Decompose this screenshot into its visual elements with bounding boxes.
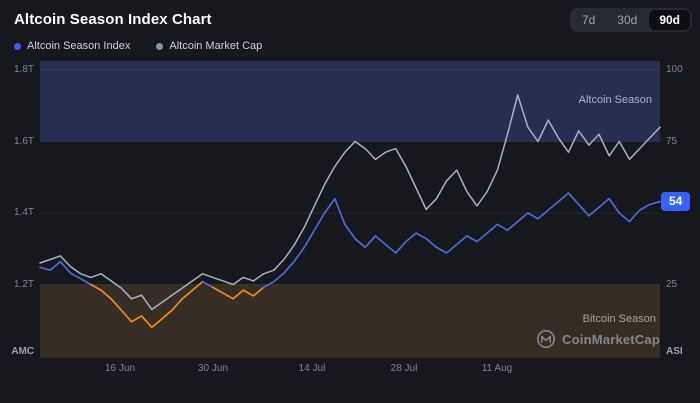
range-button-30d[interactable]: 30d xyxy=(607,10,647,30)
legend-item-altcoin-season-index[interactable]: Altcoin Season Index xyxy=(14,40,130,52)
coinmarketcap-logo-icon xyxy=(536,329,556,349)
range-button-90d[interactable]: 90d xyxy=(649,10,690,30)
legend-item-altcoin-market-cap[interactable]: Altcoin Market Cap xyxy=(156,40,262,52)
band-label-altcoin-season: Altcoin Season xyxy=(578,94,652,106)
y-axis-left-tick: 1.8T xyxy=(13,64,34,75)
x-axis-tick: 28 Jul xyxy=(390,363,418,374)
y-axis-right-tick: 75 xyxy=(666,136,678,147)
x-axis-tick: 11 Aug xyxy=(481,363,513,374)
legend-dot-icon xyxy=(156,42,164,50)
page-title: Altcoin Season Index Chart xyxy=(14,11,212,28)
y-axis-right-name: ASI xyxy=(666,346,683,357)
x-axis-tick: 14 Jul xyxy=(298,363,326,374)
watermark: CoinMarketCap xyxy=(536,329,660,349)
y-axis-right-tick: 100 xyxy=(666,64,683,75)
legend-label: Altcoin Season Index xyxy=(27,40,131,52)
y-axis-right-tick: 25 xyxy=(666,279,678,290)
y-axis-left-tick: 1.4T xyxy=(13,207,34,218)
y-axis-left-tick: 1.6T xyxy=(13,136,34,147)
legend-dot-icon xyxy=(14,42,21,50)
band-label-bitcoin-season: Bitcoin Season xyxy=(582,313,656,325)
current-value-badge: 54 xyxy=(661,191,691,211)
x-axis-tick: 16 Jun xyxy=(104,363,136,374)
legend-label: Altcoin Market Cap xyxy=(169,40,263,52)
y-axis-left-name: AMC xyxy=(11,346,34,357)
y-axis-left-tick: 1.2T xyxy=(13,279,34,290)
legend: Altcoin Season Index Altcoin Market Cap xyxy=(14,40,262,52)
range-selector: 7d 30d 90d xyxy=(569,8,692,32)
x-axis-tick: 30 Jun xyxy=(197,363,229,374)
range-button-7d[interactable]: 7d xyxy=(572,10,605,30)
watermark-text: CoinMarketCap xyxy=(562,331,660,347)
